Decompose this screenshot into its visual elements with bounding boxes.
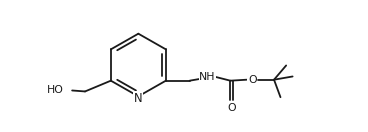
Text: HO: HO [47, 86, 64, 95]
Text: O: O [248, 75, 256, 85]
Text: N: N [134, 92, 143, 105]
Text: O: O [227, 103, 236, 113]
Text: NH: NH [199, 72, 216, 82]
